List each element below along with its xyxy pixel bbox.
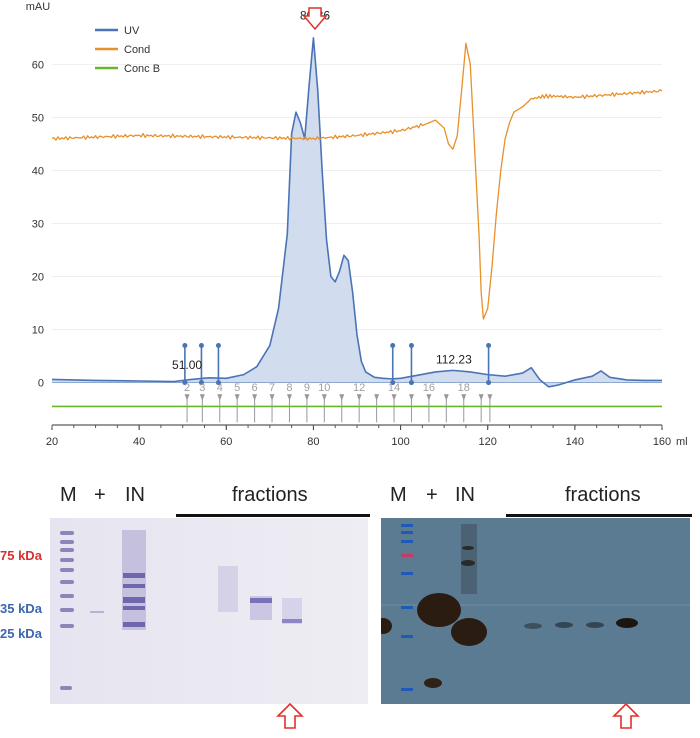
chromatogram-chart: 0 10 20 30 40 50 60 20 40 60 80 100 120 140 160 ml mAU 2… — [26, 1, 688, 448]
fraction-tick-arrow — [487, 394, 493, 401]
fraction-tick-arrow — [286, 394, 292, 401]
fraction-tick-arrow — [461, 394, 467, 401]
fraction-number: 3 — [199, 382, 205, 394]
fraction-pin-head — [198, 342, 204, 348]
x-tick-label: 100 — [391, 436, 409, 448]
fraction-tick-arrow — [443, 394, 449, 401]
y-tick-label: 60 — [32, 59, 44, 71]
fraction-tick-arrow — [217, 394, 223, 401]
fraction-pin-base — [390, 380, 396, 386]
fraction-pin-head — [215, 342, 221, 348]
fraction-tick-arrow — [199, 394, 205, 401]
fraction-number: 18 — [458, 382, 470, 394]
fraction-tick-arrow — [252, 394, 258, 401]
fraction-pin-head — [486, 342, 492, 348]
fraction-number: 6 — [252, 382, 258, 394]
fraction-number: 2 — [184, 382, 190, 394]
peak-label: 112.23 — [436, 353, 472, 367]
gel1-fractions-label: fractions — [232, 484, 308, 506]
mw-25-label: 25 kDa — [0, 626, 42, 641]
fraction-number: 8 — [286, 382, 292, 394]
fraction-pin-base — [486, 380, 492, 386]
fraction-number: 14 — [388, 382, 400, 394]
y-tick-label: 50 — [32, 112, 44, 124]
fraction-tick-arrow — [321, 394, 327, 401]
fraction-tick-arrow — [269, 394, 275, 401]
fraction-pin-base — [215, 380, 221, 386]
western-blot-image — [381, 518, 690, 704]
x-tick-label: 140 — [566, 436, 584, 448]
gel2-fractions-bar — [506, 514, 692, 517]
peak-arrow-icon — [302, 7, 328, 31]
fraction-tick-arrow — [374, 394, 380, 401]
gel1-arrow-icon — [276, 702, 304, 729]
mw-35-label: 35 kDa — [0, 601, 42, 616]
gel2-lane-m: M — [390, 484, 407, 506]
gel1-fractions-bar — [176, 514, 370, 517]
legend-label: Cond — [124, 44, 150, 56]
y-tick-label: 30 — [32, 219, 44, 231]
fraction-tick-arrow — [426, 394, 432, 401]
fraction-tick-arrow — [356, 394, 362, 401]
y-unit-label: mAU — [26, 1, 51, 13]
x-tick-label: 40 — [133, 436, 145, 448]
fraction-tick-arrow — [184, 394, 190, 401]
fraction-number: 7 — [269, 382, 275, 394]
x-tick-label: 20 — [46, 436, 58, 448]
x-tick-label: 120 — [479, 436, 497, 448]
fraction-pin-base — [182, 380, 188, 386]
fraction-tick-arrow — [408, 394, 414, 401]
y-tick-label: 40 — [32, 165, 44, 177]
x-tick-label: 80 — [307, 436, 319, 448]
x-tick-label: 160 — [653, 436, 671, 448]
peak-label: 51.00 — [172, 358, 202, 372]
y-tick-label: 0 — [38, 378, 44, 390]
gel2-lane-plus: + — [426, 484, 438, 506]
legend-label: Conc B — [124, 63, 160, 75]
fraction-number: 12 — [353, 382, 365, 394]
gel2-lane-in: IN — [455, 484, 475, 506]
gel2-arrow-icon — [612, 702, 640, 729]
fraction-pin-head — [408, 342, 414, 348]
gel1-lane-m: M — [60, 484, 77, 506]
fraction-tick-arrow — [234, 394, 240, 401]
uv-series-line — [51, 37, 662, 388]
fraction-pin-head — [390, 342, 396, 348]
coomassie-gel-image — [50, 518, 368, 704]
gel2-fractions-label: fractions — [565, 484, 641, 506]
fraction-number: 4 — [217, 382, 223, 394]
gel1-lane-in: IN — [125, 484, 145, 506]
fraction-number: 5 — [234, 382, 240, 394]
x-tick-label: 60 — [220, 436, 232, 448]
fraction-pin-base — [198, 380, 204, 386]
y-tick-label: 10 — [32, 325, 44, 337]
cond-series-line — [51, 42, 663, 320]
y-tick-label: 20 — [32, 272, 44, 284]
fraction-pin-head — [182, 342, 188, 348]
fraction-tick-arrow — [304, 394, 310, 401]
fraction-tick-arrow — [478, 394, 484, 401]
fraction-number: 10 — [318, 382, 330, 394]
x-unit-label: ml — [676, 436, 688, 448]
gel1-lane-plus: + — [94, 484, 106, 506]
legend-label: UV — [124, 25, 140, 37]
fraction-number: 9 — [304, 382, 310, 394]
fraction-number: 16 — [423, 382, 435, 394]
mw-75-label: 75 kDa — [0, 548, 42, 563]
fraction-pin-base — [408, 380, 414, 386]
fraction-tick-arrow — [391, 394, 397, 401]
fraction-tick-arrow — [339, 394, 345, 401]
